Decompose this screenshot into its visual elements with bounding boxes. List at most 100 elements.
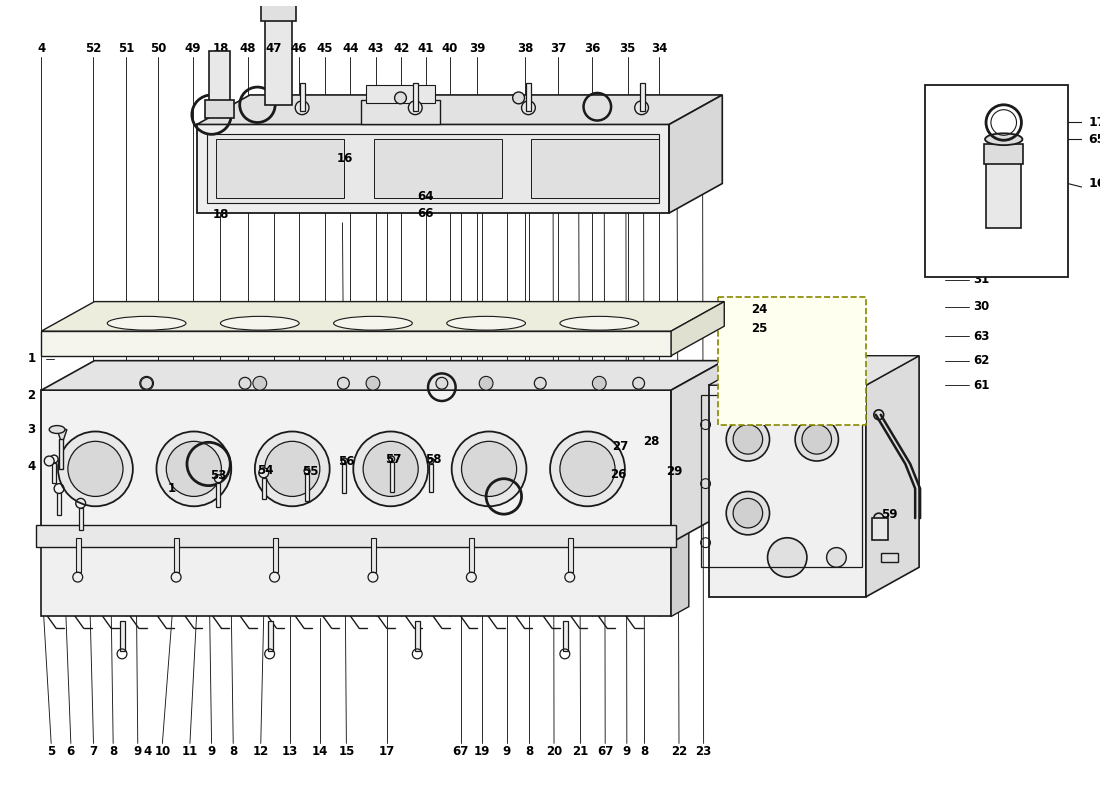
Text: 12: 12	[253, 745, 268, 758]
Text: 53: 53	[210, 470, 227, 482]
Text: 52: 52	[86, 42, 101, 55]
Text: 1: 1	[168, 482, 176, 495]
Bar	[568, 538, 573, 572]
Text: 6: 6	[67, 745, 75, 758]
Polygon shape	[42, 302, 724, 331]
Circle shape	[239, 378, 251, 389]
Text: 31: 31	[974, 274, 989, 286]
Bar	[639, 83, 645, 110]
Text: 32: 32	[974, 248, 989, 261]
Bar	[59, 439, 63, 469]
Bar	[36, 525, 676, 546]
Circle shape	[255, 431, 330, 506]
Bar	[217, 482, 220, 507]
Circle shape	[265, 442, 320, 497]
Bar	[374, 139, 502, 198]
Circle shape	[795, 418, 838, 461]
Ellipse shape	[50, 426, 65, 434]
Circle shape	[521, 101, 536, 114]
Text: 4: 4	[143, 745, 152, 758]
Bar	[342, 464, 346, 494]
Circle shape	[408, 101, 422, 114]
Polygon shape	[671, 302, 724, 356]
Bar	[262, 478, 266, 499]
Circle shape	[550, 431, 625, 506]
Bar	[563, 622, 568, 651]
Circle shape	[156, 431, 231, 506]
Circle shape	[338, 378, 350, 389]
Bar	[429, 464, 433, 491]
Polygon shape	[197, 95, 723, 125]
Text: 39: 39	[469, 42, 485, 55]
Bar	[986, 159, 1022, 228]
Circle shape	[802, 425, 832, 454]
Ellipse shape	[560, 316, 639, 330]
Circle shape	[428, 458, 435, 464]
Bar	[273, 538, 277, 572]
Bar	[414, 83, 418, 110]
Circle shape	[258, 468, 268, 478]
Text: 43: 43	[367, 42, 384, 55]
Bar	[300, 83, 305, 110]
Text: 66: 66	[417, 206, 433, 219]
Text: FROM MY04: FROM MY04	[932, 146, 942, 216]
Text: 42: 42	[394, 42, 409, 55]
Text: 18: 18	[212, 209, 229, 222]
Text: 15: 15	[338, 745, 354, 758]
Polygon shape	[669, 95, 723, 213]
Bar	[389, 462, 394, 491]
Bar	[872, 518, 888, 540]
Text: 27: 27	[612, 440, 628, 453]
Text: 20: 20	[546, 745, 562, 758]
Circle shape	[353, 431, 428, 506]
Bar	[209, 50, 230, 105]
Text: 16: 16	[337, 153, 353, 166]
Bar	[925, 85, 1068, 277]
Text: 7: 7	[89, 745, 98, 758]
Text: 67: 67	[452, 745, 469, 758]
Bar	[205, 100, 234, 118]
Polygon shape	[42, 528, 689, 538]
Text: 45: 45	[317, 42, 333, 55]
Circle shape	[166, 442, 221, 497]
Text: 13: 13	[283, 745, 298, 758]
Bar	[265, 16, 293, 105]
Text: 62: 62	[972, 354, 989, 367]
Text: 26: 26	[609, 468, 626, 482]
Text: 67: 67	[597, 745, 614, 758]
Polygon shape	[42, 361, 724, 390]
Text: 8: 8	[640, 745, 649, 758]
Polygon shape	[57, 430, 67, 444]
Bar	[52, 463, 56, 482]
Circle shape	[826, 548, 846, 567]
Text: 3: 3	[28, 423, 35, 436]
Bar	[120, 622, 125, 651]
Text: 34: 34	[651, 42, 668, 55]
Text: 37: 37	[550, 42, 566, 55]
Circle shape	[452, 431, 527, 506]
Bar	[174, 538, 179, 572]
Text: 49: 49	[185, 42, 201, 55]
Circle shape	[214, 474, 222, 482]
Text: 19: 19	[474, 745, 491, 758]
Polygon shape	[708, 356, 920, 386]
Text: 40: 40	[441, 42, 458, 55]
Bar	[416, 622, 420, 651]
Bar	[984, 144, 1023, 164]
Text: 48: 48	[240, 42, 256, 55]
Text: 9: 9	[623, 745, 631, 758]
Circle shape	[535, 378, 546, 389]
Bar	[881, 553, 899, 562]
Circle shape	[480, 376, 493, 390]
Bar	[76, 538, 80, 572]
Text: 35: 35	[619, 42, 636, 55]
Circle shape	[44, 456, 54, 466]
Bar	[57, 494, 60, 515]
Circle shape	[635, 101, 649, 114]
Bar	[527, 83, 531, 110]
Circle shape	[395, 92, 406, 104]
Text: 51: 51	[118, 42, 134, 55]
Text: 23: 23	[695, 745, 712, 758]
Text: 59: 59	[881, 508, 898, 521]
Text: 9: 9	[208, 745, 216, 758]
